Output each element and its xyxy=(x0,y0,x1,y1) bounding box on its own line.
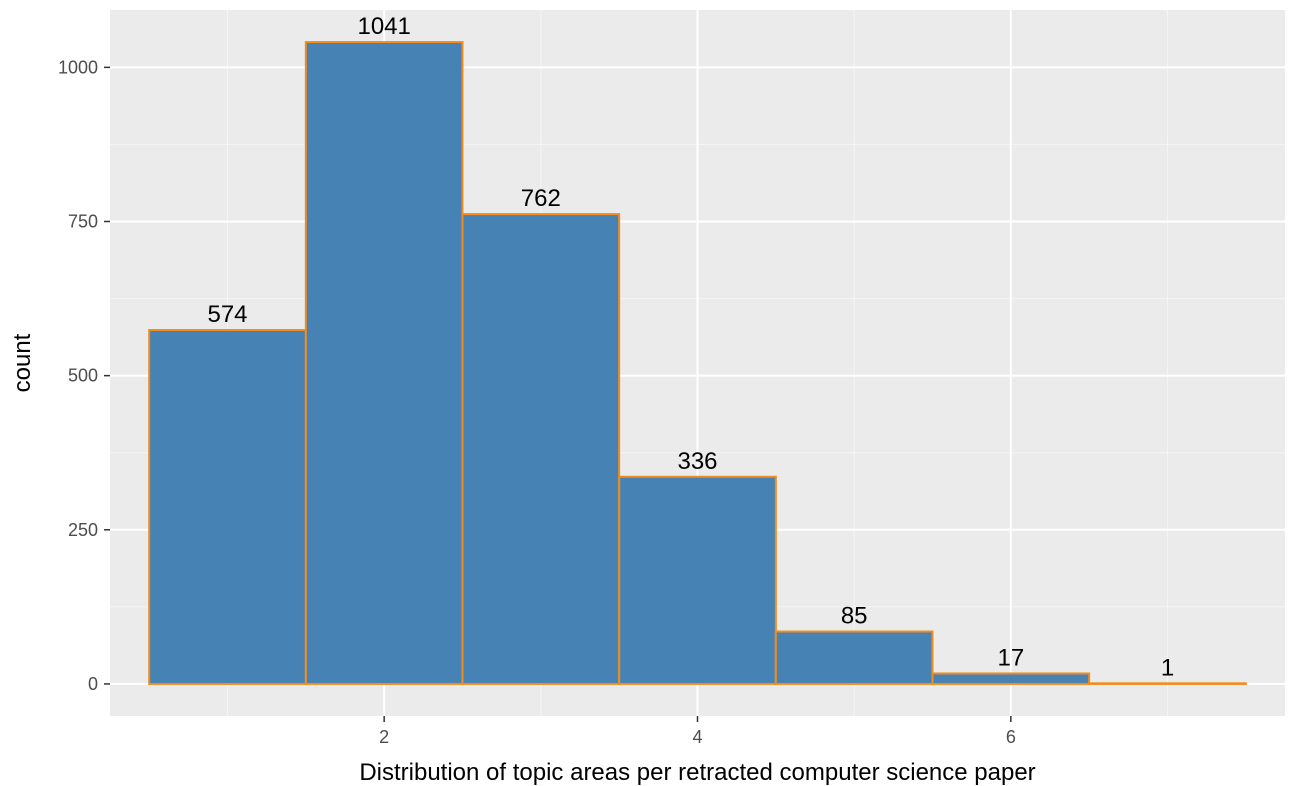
bar xyxy=(304,41,464,685)
y-tick-label: 0 xyxy=(88,674,98,694)
y-tick-label: 750 xyxy=(68,211,98,231)
x-axis: 2 4 6 xyxy=(379,716,1016,747)
bar-value-label: 336 xyxy=(677,448,717,475)
x-tick-label: 6 xyxy=(1006,727,1016,747)
x-tick-label: 2 xyxy=(379,727,389,747)
bar xyxy=(1088,682,1247,685)
bar xyxy=(461,213,621,685)
bar-value-label: 17 xyxy=(997,644,1024,671)
bar xyxy=(774,630,934,685)
bar-value-label: 1041 xyxy=(357,13,410,40)
y-axis: 0 250 500 750 1000 xyxy=(58,57,110,694)
y-axis-title: count xyxy=(9,333,36,392)
bars xyxy=(148,41,1247,685)
y-tick-label: 500 xyxy=(68,366,98,386)
bar-value-label: 574 xyxy=(207,301,247,328)
bar-value-label: 762 xyxy=(521,185,561,212)
bar xyxy=(148,329,307,685)
bar xyxy=(931,672,1091,685)
bar-value-labels: 574 1041 762 336 85 17 1 xyxy=(207,13,1174,681)
bar xyxy=(618,475,777,685)
x-axis-title: Distribution of topic areas per retracte… xyxy=(359,759,1035,786)
x-tick-label: 4 xyxy=(692,727,702,747)
y-tick-label: 250 xyxy=(68,520,98,540)
y-tick-label: 1000 xyxy=(58,57,98,77)
bar-value-label: 1 xyxy=(1161,654,1174,681)
bar-value-label: 85 xyxy=(841,603,868,630)
